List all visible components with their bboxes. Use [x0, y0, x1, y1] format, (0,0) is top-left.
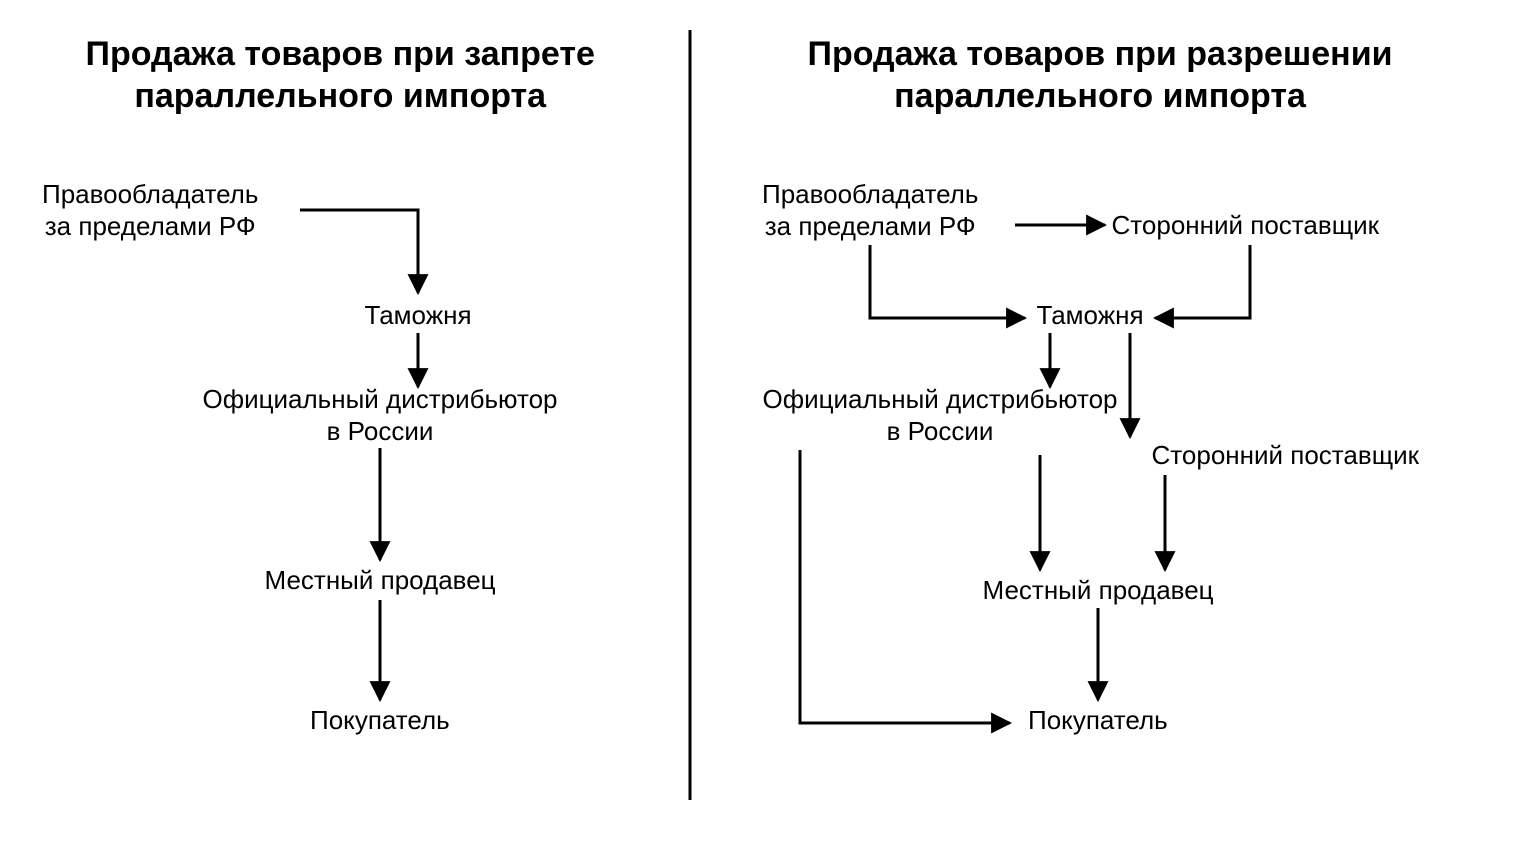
node-left-customs: Таможня [365, 299, 472, 332]
node-left-distributor: Официальный дистрибьютор в России [203, 383, 558, 448]
node-left-buyer: Покупатель [310, 704, 450, 737]
node-right-rights-holder: Правообладатель за пределами РФ [762, 178, 978, 243]
node-left-local-seller: Местный продавец [265, 564, 496, 597]
edge-R_e2 [870, 245, 1025, 318]
diagram-canvas: Продажа товаров при запрете параллельног… [0, 0, 1536, 864]
edge-R_e3 [1155, 245, 1250, 318]
node-right-buyer: Покупатель [1028, 704, 1168, 737]
node-right-local-seller: Местный продавец [983, 574, 1214, 607]
node-right-distributor: Официальный дистрибьютор в России [763, 383, 1118, 448]
node-right-customs: Таможня [1037, 299, 1144, 332]
node-right-third-party-mid: Сторонний поставщик [1152, 439, 1419, 472]
node-left-rights-holder: Правообладатель за пределами РФ [42, 178, 258, 243]
edge-R_e9 [800, 450, 1010, 723]
edge-L_e1 [300, 210, 418, 293]
node-right-third-party-top: Сторонний поставщик [1112, 209, 1379, 242]
right-title: Продажа товаров при разрешении параллель… [808, 33, 1393, 118]
left-title: Продажа товаров при запрете параллельног… [86, 33, 595, 118]
